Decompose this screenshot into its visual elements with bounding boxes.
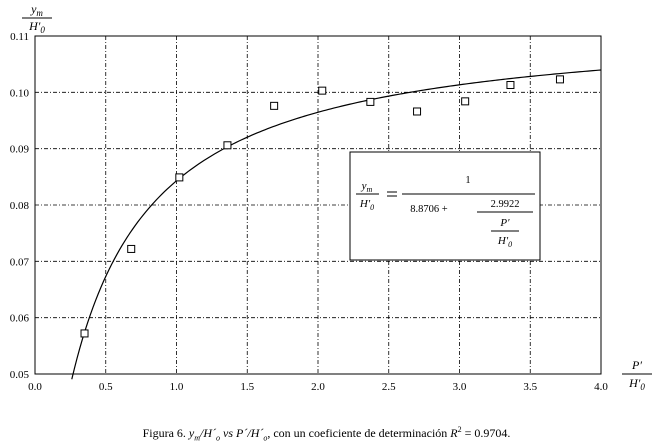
data-point (270, 101, 279, 110)
y-axis-ticks: 0.05 0.06 0.07 0.08 0.09 0.10 0.11 (10, 31, 30, 381)
caption-text: , con un coeficiente de determinación (267, 426, 451, 440)
data-point (461, 97, 470, 106)
eq-lhs-numerator: ym (361, 180, 373, 194)
caption-h0: /H´ (200, 426, 217, 440)
eq-coefficient: 2.9922 (491, 199, 520, 210)
data-point (175, 173, 184, 182)
x-tick-label: 3.5 (523, 381, 537, 393)
equation-box: ym H′0 1 8.8706 + 2.9922 P′ H′0 (349, 151, 541, 261)
caption-r: R (450, 426, 458, 440)
eq-constant: 8.8706 + (410, 204, 448, 215)
fit-curve (71, 69, 602, 380)
x-axis-ticks: 0.0 0.5 1.0 1.5 2.0 2.5 3.0 3.5 4.0 (28, 381, 608, 393)
x-tick-label: 4.0 (594, 381, 608, 393)
y-tick-label: 0.07 (10, 256, 30, 268)
y-tick-label: 0.11 (10, 31, 29, 43)
data-point (318, 86, 327, 95)
x-axis-label: P′ H′0 (622, 358, 652, 392)
caption-prefix: Figura 6. (142, 426, 189, 440)
figure-caption: Figura 6. ym/H´o vs P´/H´o, con un coefi… (0, 425, 653, 442)
eq-inner-denominator: H′0 (497, 235, 512, 249)
caption-vs: vs (220, 426, 237, 440)
x-tick-label: 2.5 (382, 381, 396, 393)
x-tick-label: 0.0 (28, 381, 42, 393)
caption-p-over-h-sub: o (263, 433, 268, 443)
data-point (127, 244, 136, 253)
eq-lhs-denominator: H′0 (359, 198, 374, 212)
x-tick-label: 1.0 (170, 381, 184, 393)
y-tick-label: 0.05 (10, 369, 30, 381)
caption-r-sup: 2 (457, 425, 462, 434)
y-axis-label: ym H′0 (22, 2, 52, 35)
caption-ym: y (188, 426, 195, 440)
y-tick-label: 0.06 (10, 313, 30, 325)
plot-area-frame (34, 35, 602, 375)
x-label-denominator: H′0 (628, 376, 645, 392)
caption-h0-sub: o (216, 433, 221, 443)
data-point (366, 97, 375, 106)
caption-p-over-h: P´/H´ (236, 426, 264, 440)
y-label-numerator: ym (30, 2, 43, 18)
data-point (555, 75, 564, 84)
equation-frame (349, 151, 541, 261)
data-point (223, 141, 232, 150)
y-tick-label: 0.09 (10, 144, 30, 156)
x-tick-label: 1.5 (240, 381, 254, 393)
x-tick-label: 2.0 (311, 381, 325, 393)
data-point (80, 329, 89, 338)
y-tick-label: 0.08 (10, 200, 30, 212)
x-tick-label: 0.5 (99, 381, 113, 393)
y-tick-label: 0.10 (10, 87, 30, 99)
chart: 0.0 0.5 1.0 1.5 2.0 2.5 3.0 3.5 4.0 0.05 0.06 0.07… (10, 2, 652, 393)
y-label-denominator: H′0 (28, 19, 45, 35)
x-label-numerator: P′ (631, 358, 642, 372)
caption-ym-sub: m (194, 433, 201, 443)
data-point (413, 107, 422, 116)
caption-value: = 0.9704. (461, 426, 511, 440)
data-points (80, 75, 564, 338)
x-tick-label: 3.0 (453, 381, 467, 393)
eq-inner-numerator: P′ (499, 217, 510, 229)
eq-numerator: 1 (465, 175, 470, 186)
data-point (506, 81, 515, 90)
